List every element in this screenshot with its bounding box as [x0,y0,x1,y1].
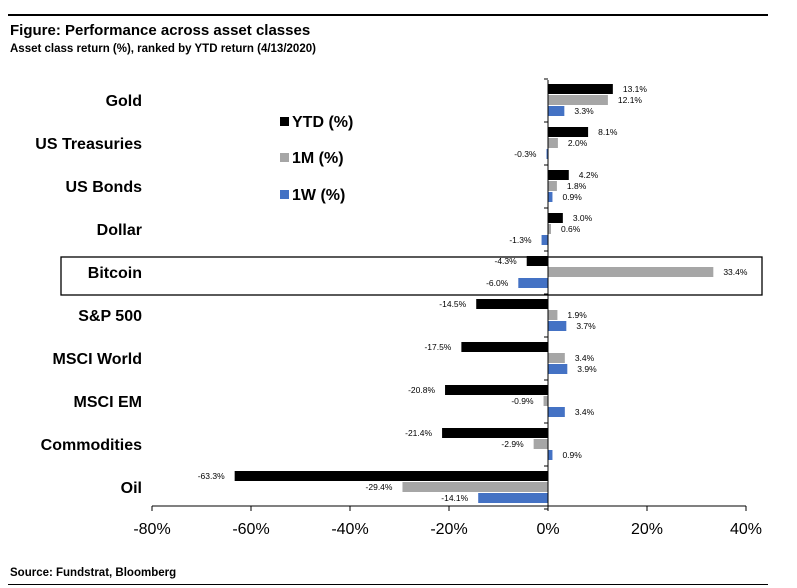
category-label: Dollar [97,222,142,239]
bar-1m [548,138,558,148]
bar-1m [548,353,565,363]
chart-subtitle: Asset class return (%), ranked by YTD re… [10,43,316,55]
data-label: -20.8% [408,385,435,395]
category-label: MSCI EM [74,394,142,411]
data-label: 3.9% [577,364,597,374]
data-label: 0.9% [562,192,582,202]
source-note: Source: Fundstrat, Bloomberg [10,567,177,579]
data-label: -1.3% [509,235,532,245]
category-label: Gold [106,93,142,110]
data-label: -6.0% [486,278,509,288]
bar-1w [518,278,548,288]
legend-label: 1M (%) [292,150,344,167]
data-label: 3.4% [575,353,595,363]
data-label: 12.1% [618,95,643,105]
category-label: US Bonds [66,179,143,196]
category-label: US Treasuries [35,136,142,153]
bar-ytd [442,428,548,438]
data-label: -14.5% [439,299,466,309]
x-tick-label: 20% [631,521,663,538]
category-label: Commodities [41,437,142,454]
bar-1w [548,407,565,417]
bar-1w [541,235,548,245]
data-label: 13.1% [623,84,648,94]
bar-ytd [548,213,563,223]
category-label: S&P 500 [78,308,142,325]
data-label: -29.4% [366,482,393,492]
chart-title: Figure: Performance across asset classes [10,22,311,39]
legend-swatch [280,190,289,199]
data-label: -17.5% [424,342,451,352]
bar-ytd [476,299,548,309]
legend-label: YTD (%) [292,114,353,131]
data-label: 4.2% [579,170,599,180]
bar-1w [548,192,553,202]
data-label: -14.1% [441,493,468,503]
bar-1w [478,493,548,503]
data-label: 3.4% [575,407,595,417]
x-tick-label: -60% [232,521,269,538]
bottom-rule [8,584,768,585]
x-tick-label: 0% [536,521,559,538]
data-label: 0.9% [562,450,582,460]
bar-1w [546,149,548,159]
category-label: Oil [121,480,142,497]
data-label: 1.9% [567,310,587,320]
bar-1w [548,321,567,331]
data-label: -2.9% [501,439,524,449]
bar-1w [548,106,565,116]
bar-ytd [548,170,569,180]
bar-1w [548,364,568,374]
data-label: -0.3% [514,149,537,159]
x-tick-label: -20% [430,521,467,538]
bar-1m [548,181,557,191]
data-label: -0.9% [511,396,534,406]
category-label: Bitcoin [88,265,142,282]
bar-ytd [526,256,548,266]
data-label: -63.3% [198,471,225,481]
bar-ytd [234,471,549,481]
bar-1m [402,482,548,492]
x-tick-label: 40% [730,521,762,538]
bar-ytd [445,385,548,395]
data-label: -4.3% [494,256,517,266]
bar-1m [548,95,608,105]
top-rule [8,14,768,16]
data-label: 3.3% [574,106,594,116]
category-label: MSCI World [53,351,142,368]
bar-ytd [548,84,613,94]
bar-ytd [548,127,589,137]
data-label: 3.0% [573,213,593,223]
data-label: 2.0% [568,138,588,148]
data-label: 8.1% [598,127,618,137]
bar-1m [543,396,548,406]
bar-1w [548,450,553,460]
bar-1m [533,439,548,449]
legend-label: 1W (%) [292,187,345,204]
data-label: 1.8% [567,181,587,191]
legend-swatch [280,117,289,126]
x-tick-label: -80% [133,521,170,538]
bar-1m [548,224,551,234]
bar-ytd [461,342,548,352]
legend-swatch [280,153,289,162]
bar-1m [548,310,558,320]
x-tick-label: -40% [331,521,368,538]
data-label: 0.6% [561,224,581,234]
data-label: -21.4% [405,428,432,438]
data-label: 3.7% [576,321,596,331]
bar-1m [548,267,714,277]
highlight-box [60,256,763,296]
data-label: 33.4% [723,267,748,277]
